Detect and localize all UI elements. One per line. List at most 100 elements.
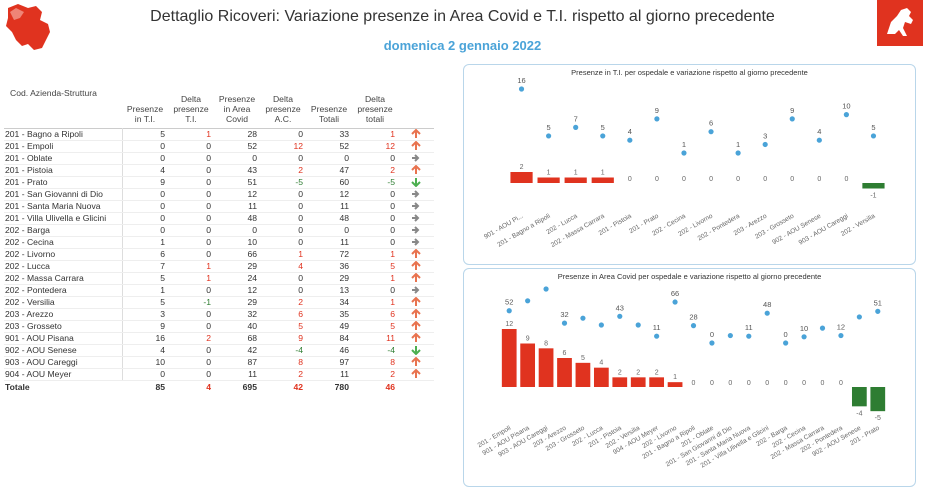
table-row[interactable]: 201 - Prato 9 0 51 -5 60 -5 — [4, 176, 434, 189]
dot-mark[interactable] — [789, 116, 795, 122]
table-row[interactable]: 904 - AOU Meyer 0 0 11 2 11 2 — [4, 368, 434, 381]
bar-value-label: 0 — [709, 176, 713, 183]
col-header-ac[interactable]: Presenze in Area Covid — [218, 93, 256, 124]
table-row[interactable]: 201 - San Giovanni di Dio 0 0 12 0 12 0 — [4, 188, 434, 201]
col-header-delta-total[interactable]: Delta presenze totali — [357, 93, 393, 124]
dot-mark[interactable] — [598, 322, 604, 328]
bar-mark[interactable] — [870, 387, 886, 412]
dot-mark[interactable] — [843, 112, 849, 118]
bar-mark[interactable] — [538, 348, 554, 387]
col-header-name[interactable]: Cod. Azienda-Struttura — [10, 88, 97, 98]
table-row[interactable]: 202 - Cecina 1 0 10 0 11 0 — [4, 236, 434, 249]
table-row[interactable]: 201 - Empoli 0 0 52 12 52 12 — [4, 140, 434, 153]
dot-mark[interactable] — [654, 116, 660, 122]
dot-mark[interactable] — [635, 322, 641, 328]
dot-mark[interactable] — [681, 150, 687, 156]
cell-name: 201 - Empoli — [4, 140, 123, 153]
bar-mark[interactable] — [591, 177, 614, 184]
table-row[interactable]: 201 - Pistoia 4 0 43 2 47 2 — [4, 164, 434, 177]
bar-mark[interactable] — [630, 377, 646, 387]
dot-mark[interactable] — [543, 286, 549, 292]
table-row[interactable]: 201 - Bagno a Ripoli 5 1 28 0 33 1 — [4, 127, 434, 141]
dot-value-label: 12 — [837, 323, 845, 332]
cell-ti: 7 — [122, 260, 168, 273]
cell-ac: 87 — [214, 356, 260, 369]
table-row[interactable]: 202 - Pontedera 1 0 12 0 13 0 — [4, 284, 434, 297]
bar-mark[interactable] — [575, 362, 591, 387]
table-row[interactable]: 203 - Grosseto 9 0 40 5 49 5 — [4, 320, 434, 333]
bar-mark[interactable] — [564, 177, 587, 184]
table-row[interactable]: 202 - Barga 0 0 0 0 0 0 — [4, 224, 434, 237]
cell-dtot: -4 — [352, 344, 398, 357]
table-row[interactable]: 901 - AOU Pisana 16 2 68 9 84 11 — [4, 332, 434, 345]
bar-value-label: 0 — [747, 380, 751, 387]
bar-mark[interactable] — [520, 343, 536, 388]
bar-mark[interactable] — [557, 358, 572, 387]
dot-mark[interactable] — [709, 340, 715, 346]
arrow-up-icon — [398, 332, 434, 345]
total-delta-ac: 42 — [260, 379, 306, 393]
dot-mark[interactable] — [617, 313, 623, 319]
dot-mark[interactable] — [783, 340, 789, 346]
dot-mark[interactable] — [672, 299, 678, 305]
arrow-right-icon — [398, 200, 434, 213]
bar-mark[interactable] — [501, 329, 517, 387]
dot-mark[interactable] — [600, 133, 606, 139]
bar-mark[interactable] — [510, 172, 533, 183]
col-header-delta-ti[interactable]: Delta presenze T.I. — [173, 93, 209, 124]
table-row[interactable]: 203 - Arezzo 3 0 32 6 35 6 — [4, 308, 434, 321]
col-header-ti[interactable]: Presenze in T.I. — [126, 103, 164, 124]
bar-mark[interactable] — [862, 183, 885, 189]
dot-mark[interactable] — [561, 320, 568, 326]
dot-mark[interactable] — [690, 323, 697, 329]
cell-name: 201 - San Giovanni di Dio — [4, 188, 123, 201]
bar-mark[interactable] — [612, 377, 628, 387]
dot-mark[interactable] — [518, 86, 525, 92]
dot-mark[interactable] — [546, 133, 552, 139]
table-row[interactable]: 903 - AOU Careggi 10 0 87 8 97 8 — [4, 356, 434, 369]
dot-mark[interactable] — [573, 124, 579, 130]
cell-ti: 3 — [122, 308, 168, 321]
table-row[interactable]: 201 - Oblate 0 0 0 0 0 0 — [4, 152, 434, 165]
dot-mark[interactable] — [525, 298, 531, 304]
cell-dac: 4 — [260, 260, 306, 273]
arrow-up-icon — [398, 164, 434, 177]
table-row[interactable]: 202 - Versilia 5 -1 29 2 34 1 — [4, 296, 434, 309]
dot-mark[interactable] — [746, 333, 752, 339]
cell-dti: 2 — [168, 332, 214, 345]
bar-mark[interactable] — [649, 377, 665, 387]
dot-mark[interactable] — [856, 314, 862, 320]
dot-mark[interactable] — [654, 333, 660, 339]
dot-mark[interactable] — [580, 315, 586, 321]
dot-mark[interactable] — [735, 150, 741, 156]
dot-mark[interactable] — [819, 325, 826, 331]
dot-mark[interactable] — [816, 137, 822, 143]
bar-mark[interactable] — [537, 177, 560, 184]
dot-mark[interactable] — [506, 308, 512, 314]
dot-mark[interactable] — [762, 141, 768, 148]
dot-mark[interactable] — [870, 133, 877, 139]
table-row[interactable]: 202 - Massa Carrara 5 1 24 0 29 1 — [4, 272, 434, 285]
dot-mark[interactable] — [838, 332, 844, 339]
bar-value-label: 8 — [544, 340, 548, 347]
dot-mark[interactable] — [801, 334, 807, 340]
table-row[interactable]: 201 - Santa Maria Nuova 0 0 11 0 11 0 — [4, 200, 434, 213]
cell-tot: 48 — [306, 212, 352, 225]
dot-mark[interactable] — [708, 129, 714, 135]
bar-mark[interactable] — [851, 387, 867, 407]
cell-tot: 49 — [306, 320, 352, 333]
bar-mark[interactable] — [667, 382, 683, 387]
dot-mark[interactable] — [627, 137, 633, 143]
dot-mark[interactable] — [764, 310, 770, 316]
bar-mark[interactable] — [593, 367, 609, 387]
table-row[interactable]: 902 - AOU Senese 4 0 42 -4 46 -4 — [4, 344, 434, 357]
dot-mark[interactable] — [727, 332, 733, 339]
col-header-delta-ac[interactable]: Delta presenze A.C. — [265, 93, 301, 124]
table-row[interactable]: 202 - Livorno 6 0 66 1 72 1 — [4, 248, 434, 261]
table-row[interactable]: 202 - Lucca 7 1 29 4 36 5 — [4, 260, 434, 273]
bar-value-label: 0 — [710, 380, 714, 387]
table-row[interactable]: 201 - Villa Ulivella e Glicini 0 0 48 0 48 0 — [4, 212, 434, 225]
cell-ac: 43 — [214, 164, 260, 177]
col-header-total[interactable]: Presenze Totali — [310, 103, 348, 124]
dot-mark[interactable] — [875, 308, 881, 314]
